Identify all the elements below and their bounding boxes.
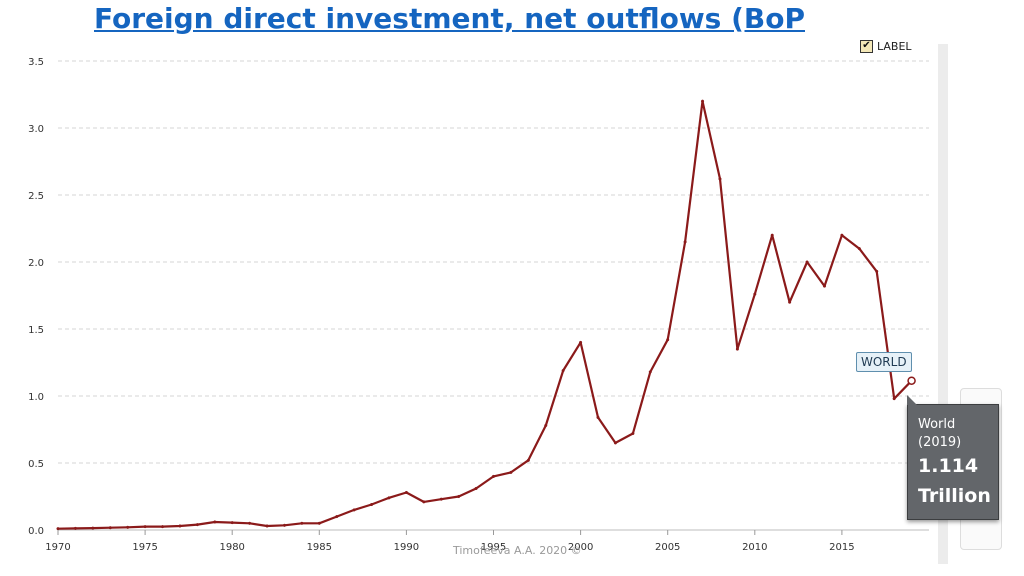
data-point <box>404 490 408 495</box>
data-point <box>300 521 304 525</box>
data-point <box>73 526 77 530</box>
y-tick-label: 0.0 <box>28 526 44 537</box>
tooltip-name: World <box>918 417 956 432</box>
x-tick-label: 2000 <box>568 542 593 553</box>
x-tick-label: 2015 <box>829 542 854 553</box>
data-point <box>631 431 635 436</box>
data-point <box>579 340 583 344</box>
data-point <box>666 338 670 342</box>
y-tick-label: 0.5 <box>28 459 44 470</box>
data-point <box>648 370 652 374</box>
data-point <box>335 515 339 519</box>
data-point <box>735 347 739 351</box>
chart-title[interactable]: Foreign direct investment, net outflows … <box>94 2 805 35</box>
y-tick-label: 2.0 <box>28 258 44 269</box>
series-line-world <box>57 100 913 530</box>
data-tooltip: World (2019) 1.114 Trillion <box>907 395 999 520</box>
data-point <box>509 470 513 474</box>
data-point <box>526 458 530 462</box>
data-point <box>700 99 705 103</box>
tooltip-arrow-icon <box>907 395 917 405</box>
x-tick-label: 1990 <box>394 542 419 553</box>
data-point <box>160 525 165 529</box>
data-point <box>439 497 443 501</box>
data-point <box>282 523 287 527</box>
x-tick-label: 1995 <box>481 542 506 553</box>
y-tick-label: 2.5 <box>28 191 44 202</box>
data-point <box>544 423 548 428</box>
data-point <box>422 500 426 504</box>
data-point <box>126 525 130 529</box>
data-point <box>213 520 217 524</box>
scrollbar-track[interactable] <box>938 44 948 564</box>
data-point <box>352 508 356 512</box>
data-point <box>230 521 234 525</box>
data-point <box>457 494 461 499</box>
data-point <box>491 474 496 478</box>
data-point <box>875 269 879 273</box>
data-point <box>370 502 374 507</box>
data-point <box>613 441 617 445</box>
x-tick-label: 2010 <box>742 542 767 553</box>
x-tick-label: 1985 <box>307 542 332 553</box>
y-tick-label: 1.5 <box>28 325 44 336</box>
data-point <box>788 300 792 304</box>
x-tick-label: 1970 <box>45 542 70 553</box>
data-point <box>561 368 565 373</box>
data-point <box>596 415 600 419</box>
data-point <box>805 260 809 264</box>
data-point <box>143 525 147 529</box>
y-tick-label: 1.0 <box>28 392 44 403</box>
credit-text: Timofeeva A.A. 2020 © <box>453 544 582 557</box>
x-tick-label: 1975 <box>132 542 157 553</box>
data-point <box>474 486 478 491</box>
data-point <box>91 526 95 530</box>
data-point <box>718 177 722 181</box>
tooltip-year: (2019) <box>918 435 962 450</box>
tooltip-unit: Trillion <box>918 485 991 507</box>
data-point <box>857 247 861 251</box>
data-point <box>108 526 112 530</box>
data-point <box>753 292 757 296</box>
y-tick-label: 3.5 <box>28 57 44 68</box>
data-point <box>770 233 774 237</box>
y-tick-label: 3.0 <box>28 124 44 135</box>
data-point <box>822 284 827 288</box>
data-point <box>387 496 391 500</box>
data-point <box>178 524 182 528</box>
data-point <box>195 523 199 527</box>
data-point <box>56 527 60 531</box>
tooltip-value: 1.114 <box>918 455 979 477</box>
data-point <box>317 521 321 525</box>
data-point <box>892 397 896 401</box>
label-toggle[interactable]: ✔ LABEL <box>860 40 912 53</box>
data-point <box>248 521 252 525</box>
x-tick-label: 2005 <box>655 542 680 553</box>
label-toggle-text: LABEL <box>877 40 912 53</box>
data-point <box>840 233 844 237</box>
data-point <box>683 240 687 244</box>
x-tick-label: 1980 <box>219 542 244 553</box>
label-checkbox[interactable]: ✔ <box>860 40 873 53</box>
series-flag-world: WORLD <box>856 352 912 372</box>
data-point <box>265 524 269 528</box>
highlighted-point <box>907 376 916 385</box>
